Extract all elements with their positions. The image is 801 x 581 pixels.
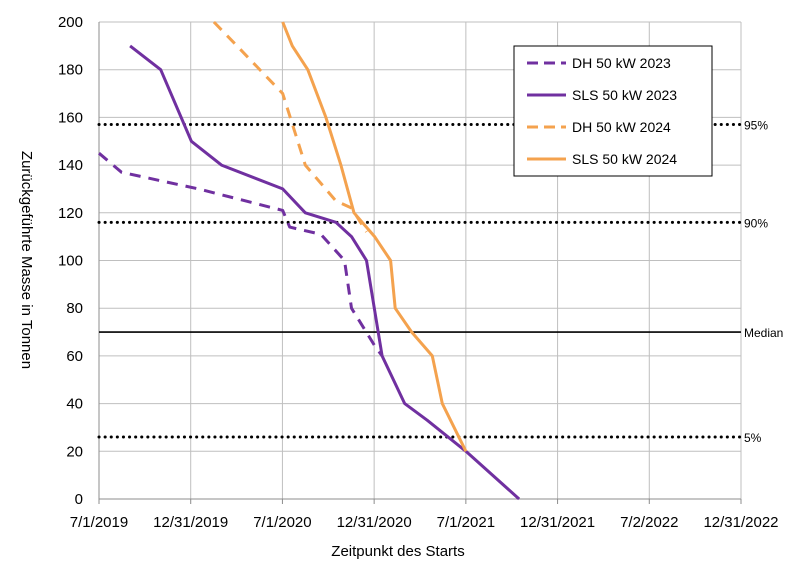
legend-label: SLS 50 kW 2023 [572, 87, 677, 103]
y-tick-label: 60 [66, 348, 83, 365]
x-tick-label: 12/31/2019 [153, 514, 228, 531]
y-tick-label: 120 [58, 205, 83, 222]
x-tick-label: 7/1/2021 [437, 514, 495, 531]
reference-line-label: 90% [744, 216, 768, 230]
y-tick-label: 200 [58, 14, 83, 31]
legend-label: DH 50 kW 2024 [572, 119, 671, 135]
series-line [212, 20, 368, 233]
y-tick-label: 20 [66, 443, 83, 460]
series-line [98, 152, 384, 357]
legend-label: SLS 50 kW 2024 [572, 151, 677, 167]
y-axis-ticks: 0 20 40 60 80 100 120 140 160 180 200 [58, 14, 83, 508]
y-tick-label: 100 [58, 253, 83, 270]
x-axis-ticks: 7/1/2019 12/31/2019 7/1/2020 12/31/2020 7/1/… [70, 514, 779, 531]
x-tick-label: 7/1/2020 [253, 514, 311, 531]
y-tick-label: 160 [58, 109, 83, 126]
x-tick-label: 7/2/2022 [620, 514, 678, 531]
reference-line-label: Median [744, 326, 783, 340]
reference-lines: 95% 90% Median 5% [97, 119, 783, 445]
y-axis-title: Zurückgeführte Masse in Tonnen [18, 151, 35, 369]
y-tick-label: 40 [66, 396, 83, 413]
y-tick-label: 0 [75, 491, 83, 508]
series-line [129, 44, 521, 501]
reference-line-label: 5% [744, 431, 762, 445]
legend-label: DH 50 kW 2023 [572, 55, 671, 71]
legend: DH 50 kW 2023 SLS 50 kW 2023 DH 50 kW 2024… [513, 45, 713, 177]
y-tick-label: 80 [66, 300, 83, 317]
x-axis-title: Zeitpunkt des Starts [331, 543, 464, 560]
grid [98, 21, 742, 504]
y-tick-label: 140 [58, 157, 83, 174]
x-tick-label: 12/31/2021 [520, 514, 595, 531]
x-tick-label: 7/1/2019 [70, 514, 128, 531]
legend-box [513, 45, 713, 177]
reference-line-label: 95% [744, 119, 768, 133]
x-tick-label: 12/31/2022 [703, 514, 778, 531]
y-tick-label: 180 [58, 62, 83, 79]
series-lines [98, 20, 521, 501]
series-line [281, 21, 468, 452]
x-tick-label: 12/31/2020 [337, 514, 412, 531]
